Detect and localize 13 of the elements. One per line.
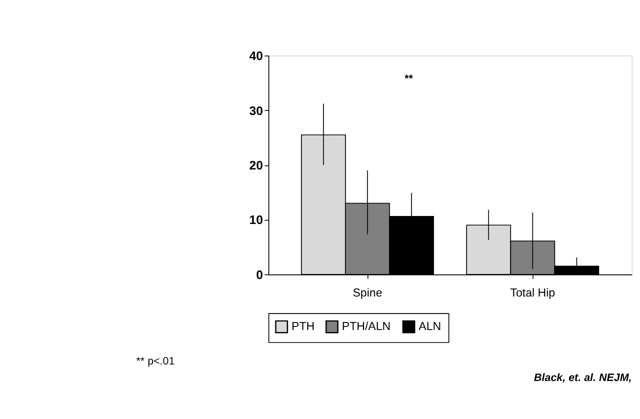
text: Black, et. al. NEJM, — [534, 372, 632, 384]
y-tick-label: 0 — [256, 268, 264, 282]
y-tick-label: 10 — [249, 213, 264, 228]
annotation: ** — [404, 72, 414, 85]
legend-label: PTH — [292, 321, 315, 334]
x-tick-label: Total Hip — [510, 287, 556, 300]
y-tick-label: 30 — [249, 104, 264, 118]
y-tick-label: 20 — [249, 158, 264, 172]
y-tick-label: 40 — [249, 49, 264, 64]
x-tick-label: Spine — [352, 287, 382, 300]
legend-label: PTH/ALN — [342, 321, 391, 334]
legend-label: ALN — [418, 321, 442, 334]
text: ** p<.01 — [136, 355, 175, 368]
